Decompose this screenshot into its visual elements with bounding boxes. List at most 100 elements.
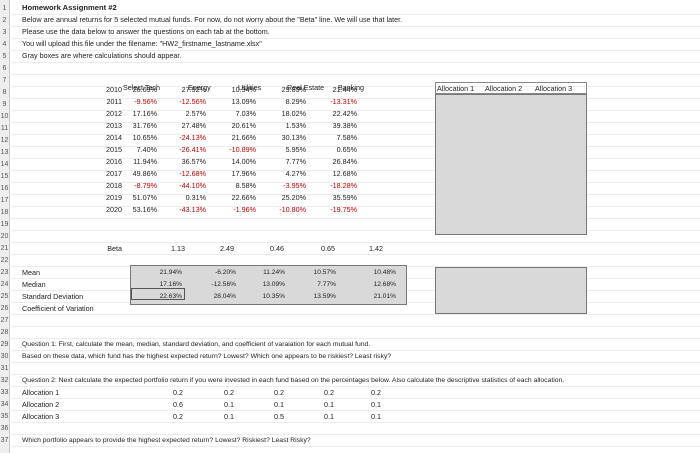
return-cell[interactable]: -10.80%	[279, 205, 306, 214]
year-cell[interactable]: 2014	[106, 133, 122, 142]
return-cell[interactable]: 0.65%	[336, 145, 357, 154]
mean-cell[interactable]: -6.20%	[215, 269, 236, 276]
row-number[interactable]: 1	[2, 5, 7, 12]
allocation-2-label[interactable]: Allocation 2	[22, 400, 60, 409]
weight-cell[interactable]: 0.2	[224, 388, 234, 397]
instruction-4[interactable]: Gray boxes are where calculations should…	[22, 51, 182, 60]
beta-label[interactable]: Beta	[107, 244, 122, 253]
row-number[interactable]: 33	[0, 389, 9, 396]
stdev-cell[interactable]: 21.01%	[373, 293, 396, 300]
year-cell[interactable]: 2015	[106, 145, 122, 154]
year-cell[interactable]: 2016	[106, 157, 122, 166]
header-allocation-1[interactable]: Allocation 1	[437, 84, 475, 93]
row-number[interactable]: 15	[0, 173, 9, 180]
stdev-cell[interactable]: 22.63%	[159, 293, 182, 300]
allocation-calc-box-returns[interactable]	[435, 94, 587, 235]
return-cell[interactable]: 26.84%	[332, 157, 357, 166]
return-cell[interactable]: 2.57%	[185, 109, 206, 118]
return-cell[interactable]: 26.69%	[132, 85, 157, 94]
median-cell[interactable]: 12.68%	[373, 281, 396, 288]
weight-cell[interactable]: 0.6	[173, 400, 183, 409]
return-cell[interactable]: 39.38%	[332, 121, 357, 130]
return-cell[interactable]: -13.31%	[330, 97, 357, 106]
stdev-cell[interactable]: 10.35%	[262, 293, 285, 300]
instruction-2[interactable]: Please use the data below to answer the …	[22, 27, 270, 36]
return-cell[interactable]: 17.16%	[132, 109, 157, 118]
row-number[interactable]: 24	[0, 281, 9, 288]
return-cell[interactable]: 35.59%	[332, 193, 357, 202]
row-number[interactable]: 11	[0, 125, 9, 132]
year-cell[interactable]: 2010	[106, 85, 122, 94]
return-cell[interactable]: -3.95%	[283, 181, 306, 190]
allocation-calc-box-stats[interactable]	[435, 267, 587, 314]
return-cell[interactable]: 51.07%	[132, 193, 157, 202]
mean-cell[interactable]: 10.57%	[313, 269, 336, 276]
return-cell[interactable]: 10.94%	[231, 85, 256, 94]
allocation-3-label[interactable]: Allocation 3	[22, 412, 60, 421]
beta-cell[interactable]: 0.65	[321, 244, 335, 253]
median-cell[interactable]: -12.56%	[211, 281, 236, 288]
row-number[interactable]: 37	[0, 437, 9, 444]
row-number[interactable]: 34	[0, 401, 9, 408]
stdev-cell[interactable]: 28.04%	[213, 293, 236, 300]
row-number[interactable]: 2	[2, 17, 7, 24]
row-number[interactable]: 29	[0, 341, 9, 348]
beta-cell[interactable]: 0.46	[270, 244, 284, 253]
return-cell[interactable]: -10.89%	[229, 145, 256, 154]
row-number[interactable]: 13	[0, 149, 9, 156]
stdev-cell[interactable]: 13.59%	[313, 293, 336, 300]
return-cell[interactable]: 14.00%	[231, 157, 256, 166]
return-cell[interactable]: 53.16%	[132, 205, 157, 214]
return-cell[interactable]: -8.79%	[134, 181, 157, 190]
year-cell[interactable]: 2018	[106, 181, 122, 190]
return-cell[interactable]: 8.29%	[285, 97, 306, 106]
return-cell[interactable]: 0.31%	[185, 193, 206, 202]
return-cell[interactable]: 1.53%	[285, 121, 306, 130]
return-cell[interactable]: 36.57%	[181, 157, 206, 166]
return-cell[interactable]: 29.85%	[281, 85, 306, 94]
return-cell[interactable]: 22.66%	[231, 193, 256, 202]
return-cell[interactable]: 5.95%	[285, 145, 306, 154]
cv-label[interactable]: Coefficient of Variation	[22, 304, 94, 313]
return-cell[interactable]: -9.56%	[134, 97, 157, 106]
weight-cell[interactable]: 0.2	[324, 388, 334, 397]
median-label[interactable]: Median	[22, 280, 46, 289]
header-real-estate[interactable]: Real Estate	[287, 83, 325, 92]
question-1b[interactable]: Based on these data, which fund has the …	[22, 353, 392, 360]
question-2b[interactable]: Which portfolio appears to provide the h…	[22, 437, 311, 444]
return-cell[interactable]: 18.02%	[281, 109, 306, 118]
year-cell[interactable]: 2019	[106, 193, 122, 202]
weight-cell[interactable]: 0.2	[173, 412, 183, 421]
row-number[interactable]: 19	[0, 221, 9, 228]
allocation-1-label[interactable]: Allocation 1	[22, 388, 60, 397]
row-number[interactable]: 18	[0, 209, 9, 216]
weight-cell[interactable]: 0.1	[224, 412, 234, 421]
header-energy[interactable]: Energy	[188, 83, 211, 92]
row-number[interactable]: 9	[2, 101, 7, 108]
return-cell[interactable]: 27.48%	[181, 121, 206, 130]
return-cell[interactable]: 7.40%	[136, 145, 157, 154]
median-cell[interactable]: 13.09%	[262, 281, 285, 288]
return-cell[interactable]: -12.68%	[179, 169, 206, 178]
row-number[interactable]: 23	[0, 269, 9, 276]
header-utilities[interactable]: Utilities	[238, 83, 262, 92]
row-number[interactable]: 4	[2, 41, 7, 48]
year-cell[interactable]: 2011	[106, 97, 122, 106]
stats-calc-box[interactable]	[130, 265, 407, 305]
return-cell[interactable]: 27.92%	[181, 85, 206, 94]
row-number[interactable]: 28	[0, 329, 9, 336]
question-1[interactable]: Question 1: First, calculate the mean, m…	[22, 341, 371, 348]
return-cell[interactable]: -18.28%	[330, 181, 357, 190]
weight-cell[interactable]: 0.1	[371, 412, 381, 421]
return-cell[interactable]: 7.03%	[235, 109, 256, 118]
row-number[interactable]: 8	[2, 89, 7, 96]
weight-cell[interactable]: 0.2	[371, 388, 381, 397]
row-number[interactable]: 31	[0, 365, 9, 372]
stdev-label[interactable]: Standard Deviation	[22, 292, 84, 301]
return-cell[interactable]: 21.44%	[332, 85, 357, 94]
return-cell[interactable]: 10.65%	[132, 133, 157, 142]
header-allocation-2[interactable]: Allocation 2	[485, 84, 523, 93]
return-cell[interactable]: 22.42%	[332, 109, 357, 118]
selected-cell[interactable]	[131, 288, 185, 300]
row-number[interactable]: 10	[0, 113, 9, 120]
